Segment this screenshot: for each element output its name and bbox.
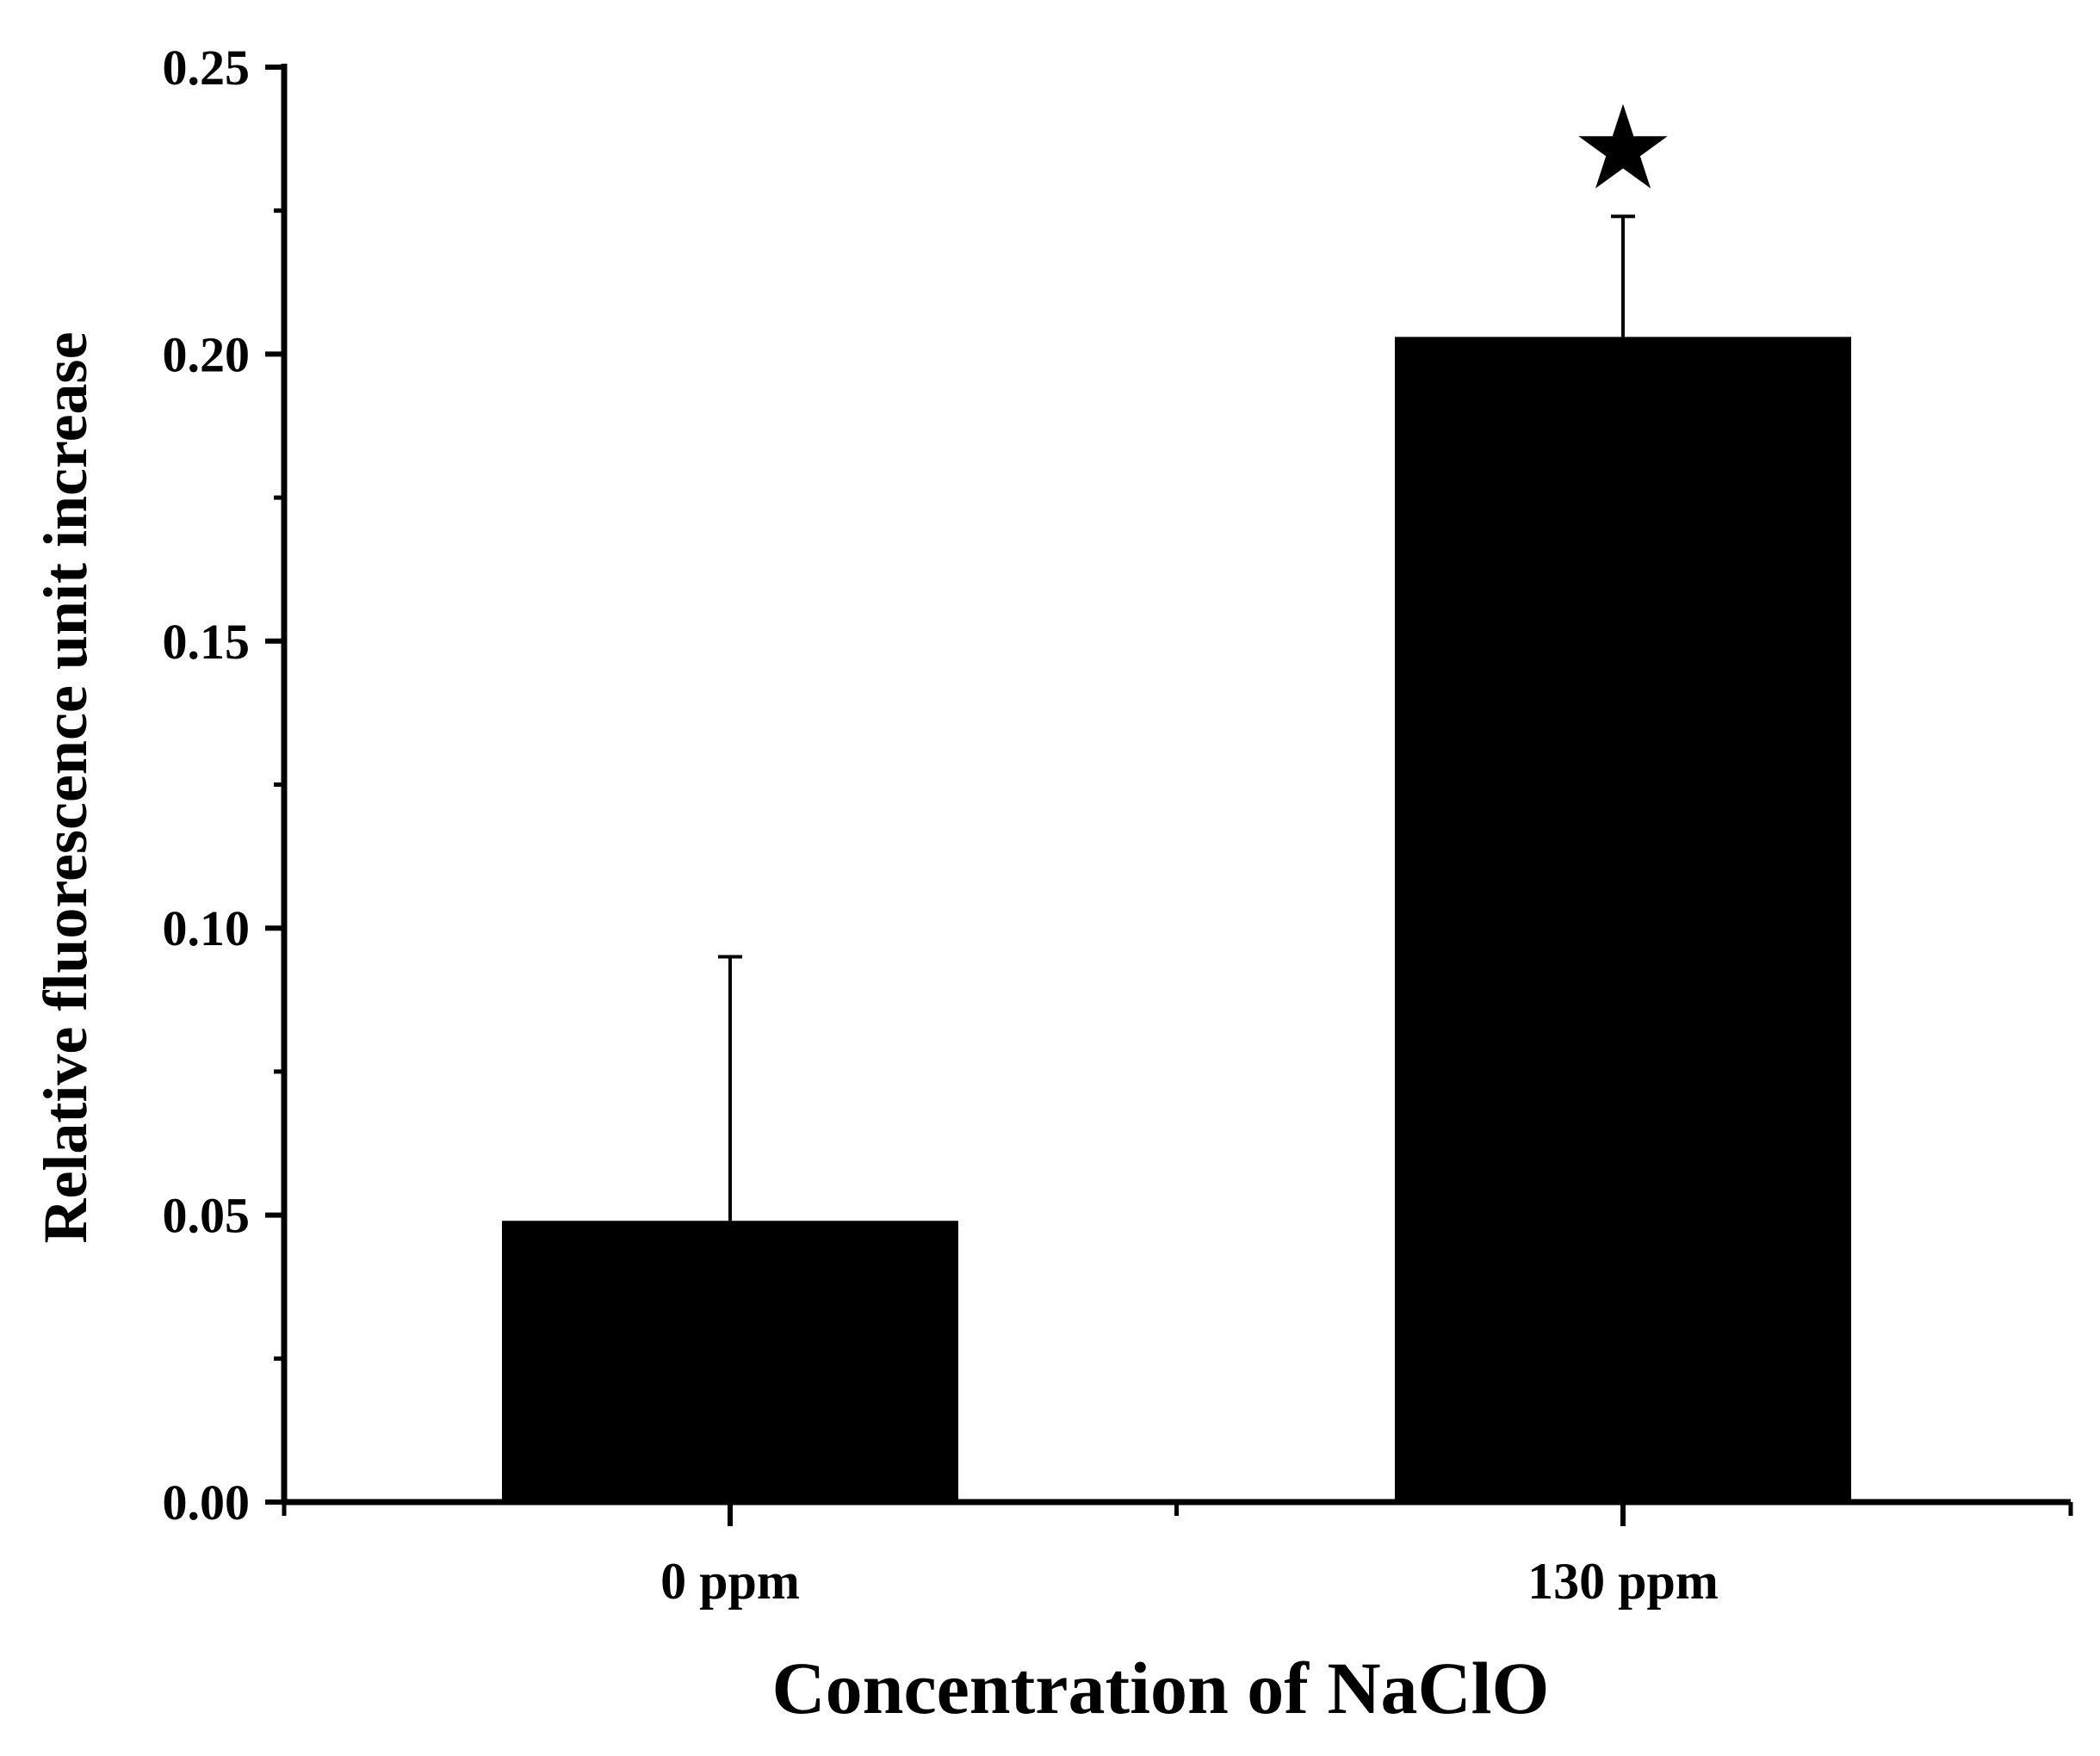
x-tick-label-1: 130 ppm [1527, 1553, 1719, 1610]
y-tick-label-2: 0.10 [163, 900, 251, 956]
bars-group [502, 337, 1851, 1502]
x-tick-label-0: 0 ppm [660, 1553, 800, 1610]
y-tick-label-0: 0.00 [163, 1475, 251, 1530]
significance-markers-group: ★ [1577, 91, 1669, 206]
y-axis-title: Relative fluorescence unit increase [31, 331, 100, 1243]
y-tick-label-3: 0.15 [163, 614, 251, 670]
y-tick-label-4: 0.20 [163, 326, 251, 382]
x-axis-title: Concentration of NaClO [772, 1647, 1550, 1729]
y-tick-label-1: 0.05 [163, 1188, 251, 1244]
significance-star-1: ★ [1577, 91, 1669, 206]
bar-0-ppm [502, 1221, 958, 1502]
bar-130-ppm [1395, 337, 1851, 1502]
y-tick-label-5: 0.25 [163, 40, 251, 96]
labels-group: Concentration of NaClO Relative fluoresc… [31, 331, 1549, 1729]
error-bars-group [718, 214, 1635, 1221]
ticks-group: 0.00 0.05 0.10 0.15 0.20 0.25 0 ppm 130 ppm [163, 40, 2073, 1610]
